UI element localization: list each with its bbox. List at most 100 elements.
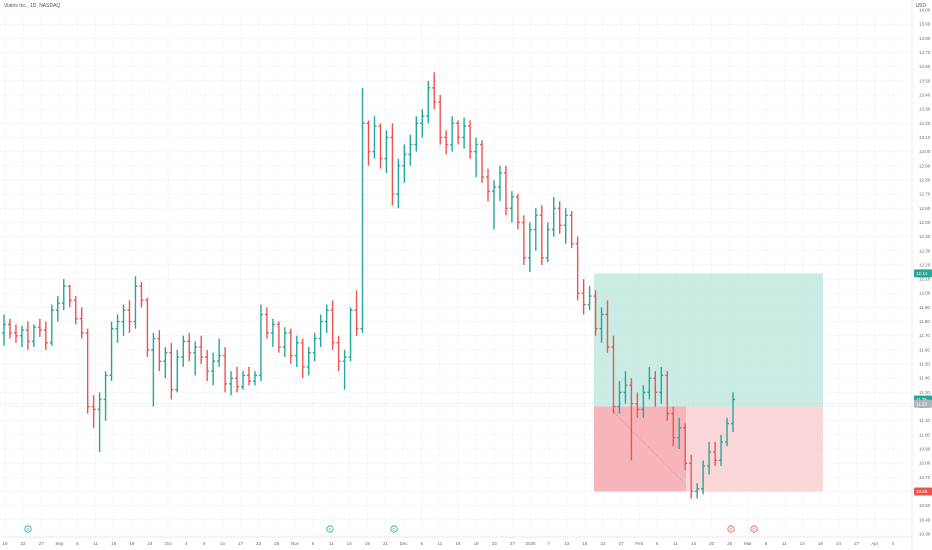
ohlc-bar[interactable] [533, 208, 538, 251]
ohlc-bar[interactable] [515, 194, 520, 230]
ohlc-bar[interactable] [366, 120, 371, 166]
ohlc-bar[interactable] [91, 395, 96, 428]
ohlc-bar[interactable] [444, 130, 449, 155]
ohlc-bar[interactable] [288, 328, 293, 365]
ohlc-bar[interactable] [211, 352, 216, 386]
ohlc-bar[interactable] [61, 279, 66, 311]
ohlc-bar[interactable] [486, 168, 491, 202]
ohlc-bar[interactable] [611, 335, 616, 414]
ohlc-bar[interactable] [306, 347, 311, 376]
ohlc-bar[interactable] [677, 417, 682, 450]
ohlc-bar[interactable] [348, 307, 353, 362]
ohlc-bar[interactable] [605, 300, 610, 353]
ohlc-bar[interactable] [151, 332, 156, 407]
ohlc-bar[interactable] [169, 342, 174, 400]
ohlc-bar[interactable] [384, 130, 389, 173]
ohlc-bar[interactable] [360, 87, 365, 333]
ohlc-bar[interactable] [707, 441, 712, 475]
event-marker-icon[interactable] [390, 525, 398, 533]
ohlc-bar[interactable] [246, 366, 251, 386]
ohlc-bar[interactable] [593, 290, 598, 336]
ohlc-bar[interactable] [282, 327, 287, 357]
ohlc-bar[interactable] [342, 349, 347, 390]
ohlc-bar[interactable] [480, 140, 485, 183]
ohlc-bar[interactable] [330, 300, 335, 350]
ohlc-bar[interactable] [354, 290, 359, 336]
ohlc-bar[interactable] [79, 307, 84, 339]
ohlc-bar[interactable] [115, 314, 120, 343]
ohlc-bar[interactable] [181, 335, 186, 367]
ohlc-bar[interactable] [276, 321, 281, 353]
ohlc-bar[interactable] [420, 109, 425, 138]
ohlc-bar[interactable] [300, 338, 305, 379]
ohlc-bar[interactable] [713, 441, 718, 467]
ohlc-bar[interactable] [653, 371, 658, 407]
ohlc-bar[interactable] [139, 281, 144, 308]
ohlc-bar[interactable] [468, 120, 473, 159]
ohlc-bar[interactable] [109, 321, 114, 382]
ohlc-bar[interactable] [414, 116, 419, 152]
ohlc-bar[interactable] [73, 296, 78, 325]
ohlc-bar[interactable] [725, 417, 730, 447]
ohlc-bar[interactable] [450, 116, 455, 152]
ohlc-bar[interactable] [175, 349, 180, 393]
ohlc-bar[interactable] [695, 483, 700, 499]
ohlc-bar[interactable] [229, 371, 234, 396]
ohlc-bar[interactable] [665, 371, 670, 421]
ohlc-bar[interactable] [133, 276, 138, 329]
ohlc-bar[interactable] [623, 371, 628, 404]
ohlc-bar[interactable] [426, 80, 431, 124]
ohlc-bar[interactable] [545, 222, 550, 263]
ohlc-bar[interactable] [569, 211, 574, 248]
ohlc-bar[interactable] [396, 158, 401, 209]
ohlc-bar[interactable] [503, 165, 508, 216]
ohlc-bar[interactable] [217, 338, 222, 367]
event-marker-icon[interactable] [24, 525, 32, 533]
ohlc-bar[interactable] [372, 116, 377, 159]
ohlc-bar[interactable] [270, 318, 275, 348]
event-marker-icon[interactable] [727, 525, 735, 533]
ohlc-bar[interactable] [187, 332, 192, 362]
ohlc-bar[interactable] [157, 330, 162, 372]
ohlc-bar[interactable] [127, 300, 132, 333]
ohlc-bar[interactable] [163, 347, 168, 379]
ohlc-bar[interactable] [390, 123, 395, 206]
ohlc-bar[interactable] [659, 366, 664, 404]
ohlc-bar[interactable] [252, 371, 257, 386]
ohlc-bar[interactable] [258, 304, 263, 382]
ohlc-bar[interactable] [474, 137, 479, 178]
ohlc-bar[interactable] [264, 307, 269, 339]
ohlc-bar[interactable] [13, 324, 18, 343]
ohlc-bar[interactable] [551, 196, 556, 237]
ohlc-bar[interactable] [324, 304, 329, 333]
ohlc-bar[interactable] [731, 392, 735, 433]
ohlc-bar[interactable] [103, 371, 108, 421]
ohlc-bar[interactable] [37, 318, 42, 338]
ohlc-bar[interactable] [336, 335, 341, 372]
ohlc-bar[interactable] [635, 392, 640, 418]
ohlc-bar[interactable] [241, 371, 246, 390]
ohlc-bar[interactable] [557, 201, 562, 234]
ohlc-bar[interactable] [145, 297, 150, 357]
ohlc-bar[interactable] [599, 307, 604, 343]
ohlc-bar[interactable] [235, 366, 240, 393]
ohlc-bar[interactable] [378, 123, 383, 169]
ohlc-bar[interactable] [408, 134, 413, 166]
ohlc-bar[interactable] [31, 324, 36, 348]
ohlc-bar[interactable] [689, 454, 694, 499]
ohlc-bar[interactable] [641, 385, 646, 418]
ohlc-bar[interactable] [647, 366, 652, 400]
ohlc-bar[interactable] [67, 284, 72, 308]
ohlc-bar[interactable] [671, 406, 676, 447]
ohlc-bar[interactable] [55, 296, 60, 322]
ohlc-bar[interactable] [2, 314, 6, 346]
ohlc-bar[interactable] [581, 279, 586, 315]
ohlc-bar[interactable] [121, 304, 126, 336]
ohlc-bar[interactable] [205, 349, 210, 382]
target-zone[interactable] [594, 273, 823, 407]
ohlc-bar[interactable] [629, 378, 634, 461]
ohlc-bar[interactable] [85, 328, 90, 414]
ohlc-bar[interactable] [683, 423, 688, 471]
ohlc-bar[interactable] [539, 205, 544, 265]
